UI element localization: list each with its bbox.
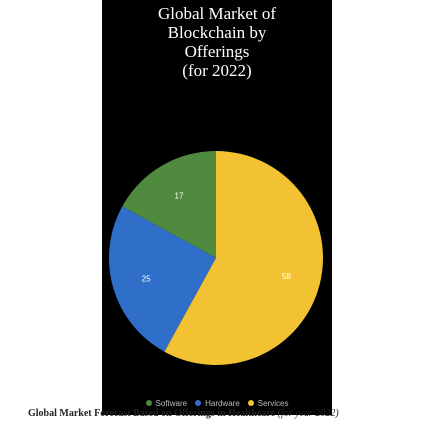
- chart-title: Global Market of Blockchain by Offerings…: [102, 4, 332, 80]
- pie-value-label-services: 58: [282, 272, 291, 281]
- chart-panel: Global Market of Blockchain by Offerings…: [102, 0, 332, 415]
- legend-label-services: Services: [257, 398, 289, 408]
- figure-caption: Global Market Forecast Based on Offering…: [28, 408, 428, 420]
- pie-value-label-software: 17: [175, 191, 184, 200]
- legend-label-software: Software: [155, 398, 188, 408]
- pie-slice-hardware[interactable]: [109, 206, 216, 352]
- pie-slice-software[interactable]: [122, 151, 216, 258]
- caption-note: (for year 2022): [277, 408, 339, 419]
- chart-title-line-2: Blockchain by: [167, 23, 267, 42]
- legend-item-software[interactable]: Software: [145, 398, 188, 408]
- caption-main: Global Market Forecast Based on Offering…: [28, 408, 276, 419]
- pie-chart: 17 25 58: [109, 151, 324, 366]
- pie-slice-services[interactable]: [164, 151, 324, 366]
- pie-value-label-hardware: 25: [142, 274, 151, 283]
- chart-title-line-3: Offerings: [184, 42, 250, 61]
- chart-legend: Software Hardware Services: [102, 396, 332, 410]
- legend-label-hardware: Hardware: [205, 398, 240, 408]
- chart-title-line-1: Global Market of: [157, 4, 277, 23]
- legend-swatch-services: [247, 400, 254, 406]
- legend-item-services[interactable]: Services: [247, 398, 289, 408]
- legend-item-hardware[interactable]: Hardware: [195, 399, 240, 408]
- legend-swatch-software: [145, 400, 152, 406]
- chart-title-line-4: (for 2022): [182, 61, 252, 80]
- legend-swatch-hardware: [195, 400, 202, 406]
